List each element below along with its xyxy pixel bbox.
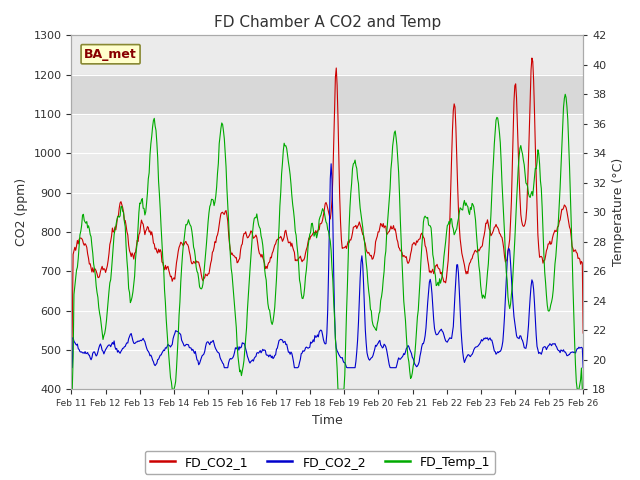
- X-axis label: Time: Time: [312, 414, 342, 427]
- Legend: FD_CO2_1, FD_CO2_2, FD_Temp_1: FD_CO2_1, FD_CO2_2, FD_Temp_1: [145, 451, 495, 474]
- Bar: [72, 75, 583, 114]
- Text: BA_met: BA_met: [84, 48, 137, 61]
- Y-axis label: Temperature (°C): Temperature (°C): [612, 158, 625, 266]
- Y-axis label: CO2 (ppm): CO2 (ppm): [15, 178, 28, 246]
- Title: FD Chamber A CO2 and Temp: FD Chamber A CO2 and Temp: [214, 15, 441, 30]
